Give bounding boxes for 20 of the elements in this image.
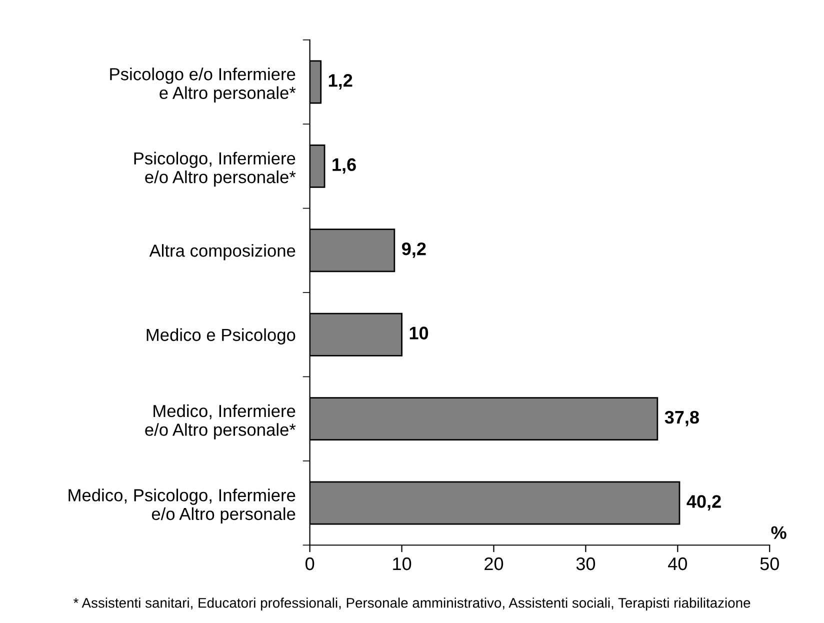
data-label: 1,2 bbox=[328, 74, 352, 90]
x-tick-label: 30 bbox=[576, 557, 596, 570]
x-axis-title: % bbox=[771, 526, 786, 539]
y-tick-label: Medico, Psicologo, Infermiere e/o Altro personale bbox=[68, 488, 296, 524]
data-label: 9,2 bbox=[402, 242, 426, 258]
x-tick-label: 20 bbox=[484, 557, 504, 570]
x-tick-label: 50 bbox=[760, 557, 779, 570]
x-tick-label: 10 bbox=[393, 557, 412, 570]
y-tick-label: Medico e Psicologo bbox=[146, 328, 296, 344]
x-tick-label: 40 bbox=[668, 557, 687, 570]
y-tick-label: Psicologo e/o Infermiere e Altro personale* bbox=[110, 68, 296, 102]
y-tick-label: Psicologo, Infermiere e/o Altro personale* bbox=[134, 152, 296, 187]
y-tick-label: Altra composizione bbox=[149, 244, 296, 260]
text: * Assistenti sanitari, Educatori professionali, Personale amministrativo, Assistenti sociali, Terapisti riabilitazione bbox=[73, 598, 750, 611]
x-tick-label: 0 bbox=[306, 557, 314, 570]
y-tick-label: Medico, Infermiere e/o Altro personale* bbox=[145, 404, 296, 440]
data-label: 10 bbox=[410, 326, 428, 340]
data-label: 40,2 bbox=[686, 495, 721, 510]
data-label: 1,6 bbox=[332, 158, 356, 174]
data-label: 37,8 bbox=[664, 410, 699, 426]
